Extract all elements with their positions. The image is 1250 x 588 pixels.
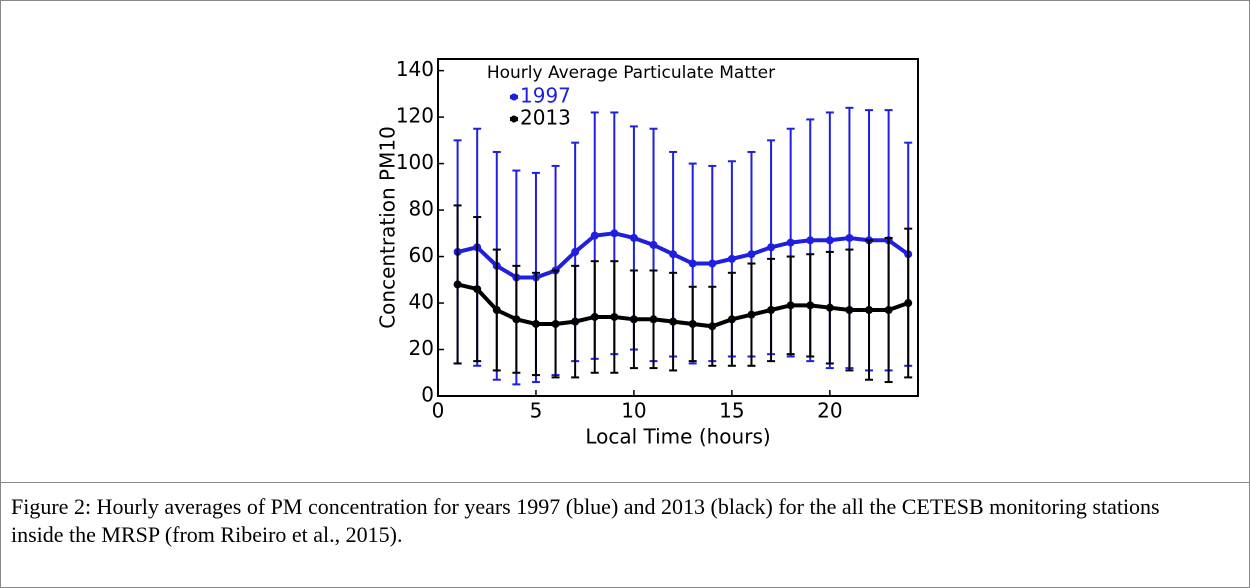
marker (767, 243, 776, 252)
y-tick-label: 140 (396, 57, 434, 81)
marker (806, 236, 815, 245)
caption: Figure 2: Hourly averages of PM concentr… (11, 494, 1160, 547)
marker (727, 315, 736, 324)
chart-title: Hourly Average Particulate Matter (487, 63, 775, 83)
marker (806, 301, 815, 310)
marker (727, 254, 736, 263)
marker (708, 259, 717, 268)
marker (629, 233, 638, 242)
y-tick-label: 20 (409, 336, 434, 360)
marker (610, 312, 619, 321)
series-line (457, 282, 909, 329)
marker (669, 317, 678, 326)
marker (571, 247, 580, 256)
y-tick-label: 120 (396, 104, 434, 128)
series-line (457, 231, 910, 280)
marker (512, 315, 521, 324)
legend-marker (510, 93, 518, 101)
marker (865, 306, 874, 315)
plot-frame (437, 58, 919, 397)
marker (629, 315, 638, 324)
marker (688, 319, 697, 328)
marker (649, 240, 658, 249)
marker (688, 259, 697, 268)
marker (551, 319, 560, 328)
marker (590, 231, 599, 240)
marker (825, 236, 834, 245)
x-tick-label: 20 (817, 399, 842, 423)
marker (825, 303, 834, 312)
marker (845, 306, 854, 315)
y-tick-label: 100 (396, 150, 434, 174)
y-tick-label: 40 (409, 290, 434, 314)
x-tick-label: 0 (432, 399, 445, 423)
marker (786, 301, 795, 310)
marker (767, 306, 776, 315)
legend-label: 2013 (520, 106, 571, 130)
x-tick-label: 10 (621, 399, 646, 423)
chart: 0 5 10 15 20 0 20 40 60 80 100 120 140 Hourly Average… (376, 57, 919, 449)
x-axis-label: Local Time (hours) (585, 425, 770, 449)
marker (473, 285, 482, 294)
marker (531, 319, 540, 328)
marker (786, 238, 795, 247)
y-tick-label: 0 (421, 383, 434, 407)
marker (708, 322, 717, 331)
marker (571, 317, 580, 326)
marker (747, 250, 756, 259)
marker (492, 306, 501, 315)
marker (669, 250, 678, 259)
y-tick-label: 80 (409, 197, 434, 221)
marker (884, 306, 893, 315)
legend-marker (510, 115, 518, 123)
legend-label: 1997 (520, 84, 571, 108)
y-axis-label: Concentration PM10 (376, 126, 400, 329)
marker (747, 310, 756, 319)
marker (610, 229, 619, 238)
x-tick-label: 5 (530, 399, 543, 423)
separator (1, 482, 1249, 483)
marker (904, 299, 913, 308)
marker (590, 312, 599, 321)
marker (649, 315, 658, 324)
y-tick-label: 60 (409, 243, 434, 267)
x-tick-label: 15 (719, 399, 744, 423)
marker (453, 280, 462, 289)
marker (845, 233, 854, 242)
